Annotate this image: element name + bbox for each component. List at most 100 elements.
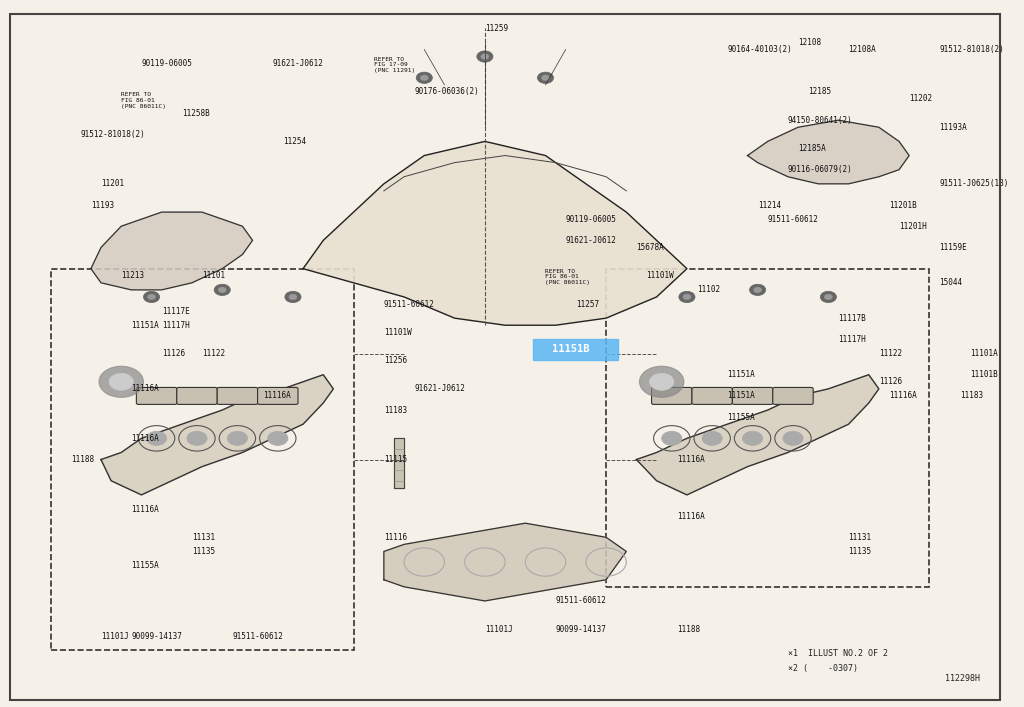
Text: 11151A: 11151A <box>727 370 755 379</box>
Text: 12185A: 12185A <box>798 144 825 153</box>
Text: 11254: 11254 <box>283 137 306 146</box>
Text: 11193: 11193 <box>91 201 114 209</box>
Text: 11102: 11102 <box>697 286 720 294</box>
Polygon shape <box>91 212 253 290</box>
Text: 90116-06079(2): 90116-06079(2) <box>787 165 853 174</box>
Text: 11131: 11131 <box>191 533 215 542</box>
Text: 11202: 11202 <box>909 95 932 103</box>
Bar <box>50 269 353 650</box>
Text: 11116A: 11116A <box>677 512 705 520</box>
FancyBboxPatch shape <box>692 387 732 404</box>
Text: ×1  ILLUST NO.2 OF 2: ×1 ILLUST NO.2 OF 2 <box>787 650 888 658</box>
Polygon shape <box>101 375 334 495</box>
Text: 11116A: 11116A <box>131 505 159 513</box>
Circle shape <box>214 284 230 296</box>
Circle shape <box>742 431 763 445</box>
Text: 11126: 11126 <box>162 349 184 358</box>
Text: 11214: 11214 <box>758 201 780 209</box>
Circle shape <box>99 366 143 397</box>
Text: 15044: 15044 <box>939 279 963 287</box>
Text: 91512-81018(2): 91512-81018(2) <box>81 130 145 139</box>
Text: 11101W: 11101W <box>646 271 674 280</box>
Text: 11115: 11115 <box>384 455 407 464</box>
Circle shape <box>750 284 766 296</box>
Text: 11117H: 11117H <box>162 321 189 329</box>
Text: 11193A: 11193A <box>939 123 968 132</box>
Text: 11201H: 11201H <box>899 222 927 230</box>
Text: 11257: 11257 <box>575 300 599 308</box>
Circle shape <box>662 431 682 445</box>
Text: 11122: 11122 <box>879 349 902 358</box>
Text: 11159E: 11159E <box>939 243 968 252</box>
Text: REFER TO
FIG 86-01
(PNC 86011C): REFER TO FIG 86-01 (PNC 86011C) <box>546 269 591 285</box>
Circle shape <box>542 75 550 81</box>
Circle shape <box>702 431 722 445</box>
Text: 11188: 11188 <box>677 625 700 633</box>
FancyBboxPatch shape <box>177 387 217 404</box>
Circle shape <box>420 75 428 81</box>
Text: 11131: 11131 <box>849 533 871 542</box>
Text: 90176-06036(2): 90176-06036(2) <box>414 88 479 96</box>
Circle shape <box>538 72 554 83</box>
Text: 11201: 11201 <box>101 180 124 188</box>
Text: 11117E: 11117E <box>162 307 189 315</box>
Circle shape <box>649 373 674 390</box>
Text: 91511-60612: 91511-60612 <box>768 215 818 223</box>
Text: 11151B: 11151B <box>552 344 590 354</box>
Text: 11101W: 11101W <box>384 328 412 337</box>
FancyBboxPatch shape <box>258 387 298 404</box>
Text: 11117H: 11117H <box>839 335 866 344</box>
Text: 11135: 11135 <box>191 547 215 556</box>
Text: 11116A: 11116A <box>889 392 916 400</box>
Text: 91512-81018(2): 91512-81018(2) <box>939 45 1005 54</box>
Text: 91511-60612: 91511-60612 <box>556 597 606 605</box>
Text: 11213: 11213 <box>121 271 144 280</box>
Circle shape <box>146 431 167 445</box>
Circle shape <box>143 291 160 303</box>
Text: 12108: 12108 <box>798 38 821 47</box>
Text: 90119-06005: 90119-06005 <box>141 59 193 68</box>
Polygon shape <box>636 375 879 495</box>
Text: 11101: 11101 <box>202 271 225 280</box>
Text: ×2 (    -0307): ×2 ( -0307) <box>787 664 858 672</box>
Text: 11183: 11183 <box>959 392 983 400</box>
Circle shape <box>147 294 156 300</box>
Text: 11259: 11259 <box>485 24 508 33</box>
Text: 11101B: 11101B <box>970 370 997 379</box>
Text: 11151A: 11151A <box>727 392 755 400</box>
Text: 90099-14137: 90099-14137 <box>556 625 606 633</box>
Polygon shape <box>303 141 687 325</box>
Text: 91511-J0625(18): 91511-J0625(18) <box>939 180 1009 188</box>
Text: 91621-J0612: 91621-J0612 <box>414 385 465 393</box>
Text: 11101J: 11101J <box>485 625 513 633</box>
Text: 11116A: 11116A <box>131 434 159 443</box>
Text: 94150-80641(2): 94150-80641(2) <box>787 116 853 124</box>
Text: 11116: 11116 <box>384 533 407 542</box>
Circle shape <box>679 291 695 303</box>
Text: 11101J: 11101J <box>101 632 129 641</box>
Text: 12108A: 12108A <box>849 45 877 54</box>
Text: 11188: 11188 <box>71 455 94 464</box>
Circle shape <box>754 287 762 293</box>
FancyBboxPatch shape <box>136 387 177 404</box>
Circle shape <box>289 294 297 300</box>
Text: 11101A: 11101A <box>970 349 997 358</box>
Text: 11256: 11256 <box>384 356 407 365</box>
Circle shape <box>481 54 488 59</box>
Circle shape <box>477 51 493 62</box>
FancyBboxPatch shape <box>217 387 258 404</box>
Text: 11201B: 11201B <box>889 201 916 209</box>
Text: 12185: 12185 <box>808 88 831 96</box>
Circle shape <box>227 431 248 445</box>
Text: 11116A: 11116A <box>262 392 291 400</box>
FancyBboxPatch shape <box>732 387 773 404</box>
Text: 11155A: 11155A <box>131 561 159 570</box>
FancyBboxPatch shape <box>651 387 692 404</box>
Text: 11122: 11122 <box>202 349 225 358</box>
Circle shape <box>783 431 803 445</box>
Text: 91511-60612: 91511-60612 <box>384 300 435 308</box>
Text: 91621-J0612: 91621-J0612 <box>565 236 616 245</box>
Text: 90099-14137: 90099-14137 <box>131 632 182 641</box>
Text: 11116A: 11116A <box>131 385 159 393</box>
Circle shape <box>218 287 226 293</box>
